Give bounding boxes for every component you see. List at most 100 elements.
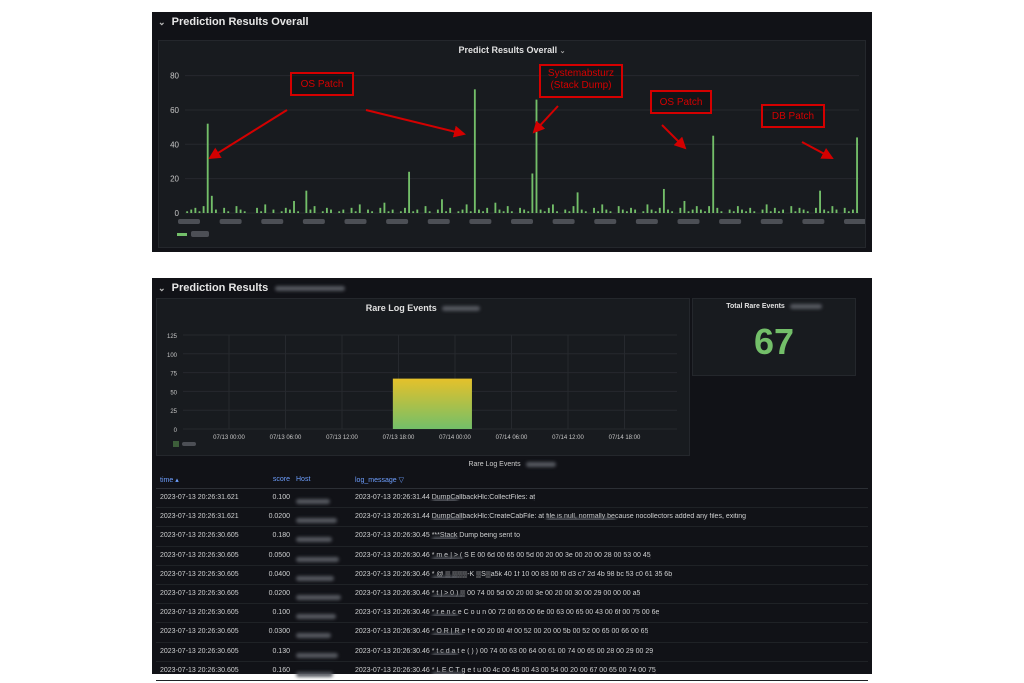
chart-bar[interactable] (831, 206, 834, 213)
chart-bar[interactable] (761, 209, 764, 213)
chart-bar[interactable] (712, 135, 715, 213)
chart-bar[interactable] (584, 211, 587, 213)
chart-bar[interactable] (284, 207, 287, 213)
chart-bar[interactable] (264, 204, 267, 213)
chart-bar[interactable] (449, 207, 452, 213)
chart-bar[interactable] (412, 211, 415, 213)
chart-bar[interactable] (564, 209, 567, 213)
col-host-header[interactable]: Host (296, 476, 311, 483)
chart-bar[interactable] (416, 209, 419, 213)
chart-bar[interactable] (601, 204, 604, 213)
chart-bar[interactable] (736, 206, 739, 213)
chart-bar[interactable] (309, 209, 312, 213)
chart-bar[interactable] (206, 123, 209, 213)
chart-bar[interactable] (510, 211, 513, 213)
chart-bar[interactable] (568, 211, 571, 213)
chart-bar[interactable] (646, 204, 649, 213)
chart-bar[interactable] (367, 209, 369, 213)
chart-bar[interactable] (482, 211, 484, 213)
filter-icon[interactable]: ▽ (398, 477, 404, 484)
chart-bar[interactable] (506, 206, 509, 213)
chart-bar[interactable] (852, 209, 854, 213)
chart-bar[interactable] (769, 211, 772, 213)
chart-bar[interactable] (753, 211, 756, 213)
chart-bar[interactable] (383, 202, 386, 213)
chart-bar[interactable] (625, 211, 628, 213)
chart-bar[interactable] (802, 209, 805, 213)
chart-bar[interactable] (654, 211, 657, 213)
chart-bar[interactable] (358, 204, 361, 213)
chart-bar[interactable] (243, 211, 246, 213)
chart-bar[interactable] (190, 209, 193, 213)
table-row[interactable]: 2023-07-13 20:26:30.605 0.0300 2023-07-13 … (156, 623, 868, 643)
chart-bar[interactable] (371, 211, 374, 213)
chart-bar[interactable] (486, 207, 489, 213)
chart-bar[interactable] (630, 207, 632, 213)
chart-bar[interactable] (597, 211, 600, 213)
panel-title[interactable]: Rare Log Events (157, 303, 689, 313)
chart-bar[interactable] (293, 200, 295, 213)
chart-bar[interactable] (745, 211, 748, 213)
chart-bar[interactable] (392, 378, 472, 429)
chart-bar[interactable] (634, 209, 637, 213)
chart-bar[interactable] (662, 188, 665, 213)
chart-bar[interactable] (313, 206, 316, 213)
legend-swatch[interactable] (177, 233, 187, 236)
sort-asc-icon[interactable]: ▴ (175, 477, 179, 484)
chart-bar[interactable] (794, 211, 797, 213)
chart-bar[interactable] (305, 190, 308, 213)
table-row[interactable]: 2023-07-13 20:26:30.605 0.100 2023-07-13 2… (156, 604, 868, 624)
chart-bar[interactable] (679, 207, 682, 213)
chart-bar[interactable] (815, 207, 817, 213)
chart-bar[interactable] (593, 207, 595, 213)
chart-bar[interactable] (350, 207, 353, 213)
chart-bar[interactable] (465, 204, 468, 213)
chart-bar[interactable] (436, 209, 439, 213)
chart-bar[interactable] (642, 211, 645, 213)
chart-bar[interactable] (732, 211, 735, 213)
table-row[interactable]: 2023-07-13 20:26:30.605 0.0500 2023-07-13 … (156, 547, 868, 566)
chart-bar[interactable] (819, 190, 821, 213)
chart-bar[interactable] (202, 206, 205, 213)
chart-bar[interactable] (408, 171, 411, 213)
chart-bar[interactable] (215, 209, 217, 213)
table-row[interactable]: 2023-07-13 20:26:31.621 0.0200 2023-07-13 … (156, 508, 868, 528)
chart-bar[interactable] (547, 207, 550, 213)
chart-bar[interactable] (671, 211, 674, 213)
chart-bar[interactable] (445, 211, 447, 213)
chart-bar[interactable] (806, 211, 809, 213)
chart-bar[interactable] (543, 211, 546, 213)
chart-bar[interactable] (527, 211, 530, 213)
table-row[interactable]: 2023-07-13 20:26:30.605 0.180 2023-07-13 2… (156, 527, 868, 547)
chart-bar[interactable] (843, 207, 846, 213)
chart-bar[interactable] (502, 211, 505, 213)
chart-bar[interactable] (609, 211, 612, 213)
chart-bar[interactable] (473, 89, 476, 213)
chart-bar[interactable] (280, 211, 283, 213)
row-title-prediction[interactable]: ⌄ Prediction Results (158, 282, 346, 294)
chart-bar[interactable] (716, 207, 719, 213)
chevron-down-icon[interactable]: ⌄ (158, 17, 166, 27)
chart-bar[interactable] (683, 200, 686, 213)
chart-bar[interactable] (198, 211, 201, 213)
chart-bar[interactable] (272, 209, 275, 213)
chart-bar[interactable] (778, 211, 780, 213)
chart-bar[interactable] (297, 211, 300, 213)
chart-bar[interactable] (531, 173, 534, 213)
chart-bar[interactable] (704, 211, 706, 213)
chart-bar[interactable] (441, 199, 443, 213)
chart-bar[interactable] (782, 209, 784, 213)
chart-bar[interactable] (330, 209, 332, 213)
chart-bar[interactable] (379, 207, 382, 213)
chart-bar[interactable] (720, 211, 723, 213)
chart-bar[interactable] (404, 207, 406, 213)
chart-bar[interactable] (424, 206, 427, 213)
col-time-header[interactable]: time ▴ (160, 477, 179, 484)
col-log-header[interactable]: log_message ▽ (355, 477, 404, 484)
chart-bar[interactable] (457, 211, 460, 213)
chart-bar[interactable] (617, 206, 620, 213)
chart-bar[interactable] (823, 209, 826, 213)
panel-title[interactable]: Total Rare Events (693, 303, 855, 310)
chart-bar[interactable] (260, 211, 263, 213)
table-row[interactable]: 2023-07-13 20:26:30.605 0.0200 2023-07-13 … (156, 585, 868, 605)
